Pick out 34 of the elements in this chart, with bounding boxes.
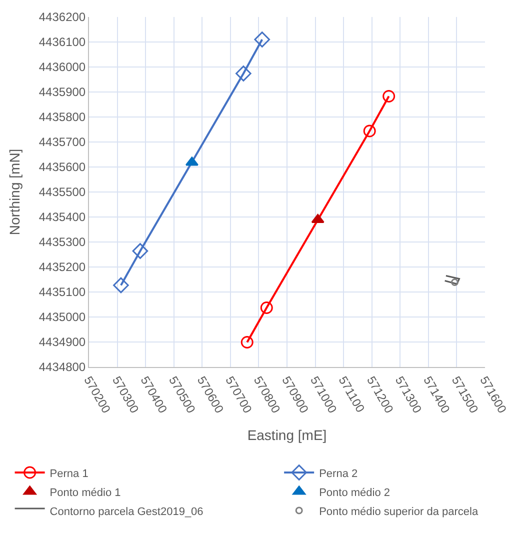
point bbox=[240, 336, 254, 348]
legend-label: Ponto médio superior da parcela bbox=[319, 506, 479, 518]
legend-label: Perna 2 bbox=[319, 468, 358, 480]
y-tick-label: 4436000 bbox=[38, 60, 86, 74]
y-tick-label: 4435100 bbox=[38, 285, 86, 300]
legend-label: Ponto médio 1 bbox=[50, 486, 121, 499]
y-tick-label: 4435800 bbox=[38, 110, 86, 124]
point bbox=[132, 243, 148, 259]
legend-label: Perna 1 bbox=[50, 468, 88, 480]
y-tick-label: 4435900 bbox=[38, 85, 86, 100]
y-tick-label: 4434800 bbox=[38, 360, 86, 374]
y-axis-title: Northing [mN] bbox=[6, 148, 22, 236]
y-tick-label: 4436200 bbox=[38, 10, 86, 24]
point bbox=[236, 66, 252, 82]
point bbox=[185, 156, 198, 166]
point bbox=[113, 277, 129, 294]
point bbox=[363, 124, 376, 138]
y-tick-label: 4435700 bbox=[38, 135, 86, 150]
y-tick-label: 4435200 bbox=[38, 260, 86, 274]
point bbox=[254, 32, 270, 48]
line-series bbox=[444, 275, 460, 285]
point bbox=[382, 90, 396, 102]
point bbox=[260, 302, 273, 314]
point bbox=[450, 278, 458, 286]
y-tick-label: 4434900 bbox=[38, 335, 86, 350]
x-axis-title: Easting [mE] bbox=[247, 427, 327, 444]
y-tick-label: 4435500 bbox=[38, 185, 86, 200]
y-tick-label: 4435600 bbox=[38, 160, 86, 174]
legend-label: Contorno parcela Gest2019_06 bbox=[50, 506, 204, 518]
y-tick-label: 4435300 bbox=[38, 235, 86, 250]
y-tick-label: 4435000 bbox=[38, 310, 86, 324]
y-tick-label: 4435400 bbox=[38, 210, 86, 224]
y-tick-label: 4436100 bbox=[38, 35, 86, 50]
legend-label: Ponto médio 2 bbox=[319, 486, 390, 499]
